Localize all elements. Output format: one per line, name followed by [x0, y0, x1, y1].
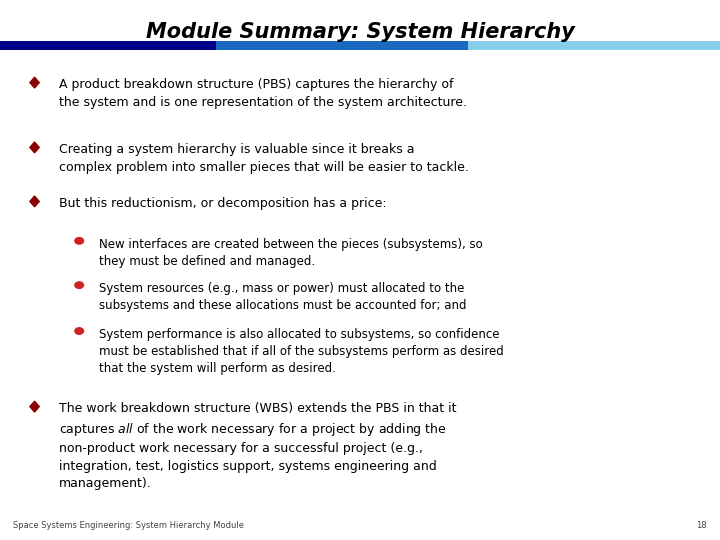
- Text: Creating a system hierarchy is valuable since it breaks a
complex problem into s: Creating a system hierarchy is valuable …: [59, 143, 469, 173]
- Text: Space Systems Engineering: System Hierarchy Module: Space Systems Engineering: System Hierar…: [13, 521, 244, 530]
- FancyBboxPatch shape: [0, 41, 216, 50]
- Text: A product breakdown structure (PBS) captures the hierarchy of
the system and is : A product breakdown structure (PBS) capt…: [59, 78, 467, 109]
- Text: 18: 18: [696, 521, 707, 530]
- Text: New interfaces are created between the pieces (subsystems), so
they must be defi: New interfaces are created between the p…: [99, 238, 483, 268]
- Text: System performance is also allocated to subsystems, so confidence
must be establ: System performance is also allocated to …: [99, 328, 504, 375]
- Polygon shape: [30, 401, 40, 412]
- Circle shape: [75, 238, 84, 244]
- FancyBboxPatch shape: [468, 41, 720, 50]
- Polygon shape: [30, 196, 40, 207]
- Text: Module Summary: System Hierarchy: Module Summary: System Hierarchy: [145, 22, 575, 42]
- Circle shape: [75, 328, 84, 334]
- Polygon shape: [30, 142, 40, 153]
- FancyBboxPatch shape: [216, 41, 468, 50]
- Text: But this reductionism, or decomposition has a price:: But this reductionism, or decomposition …: [59, 197, 387, 210]
- Text: The work breakdown structure (WBS) extends the PBS in that it
captures $\it{all}: The work breakdown structure (WBS) exten…: [59, 402, 456, 490]
- Polygon shape: [30, 77, 40, 88]
- Circle shape: [75, 282, 84, 288]
- Text: System resources (e.g., mass or power) must allocated to the
subsystems and thes: System resources (e.g., mass or power) m…: [99, 282, 467, 312]
